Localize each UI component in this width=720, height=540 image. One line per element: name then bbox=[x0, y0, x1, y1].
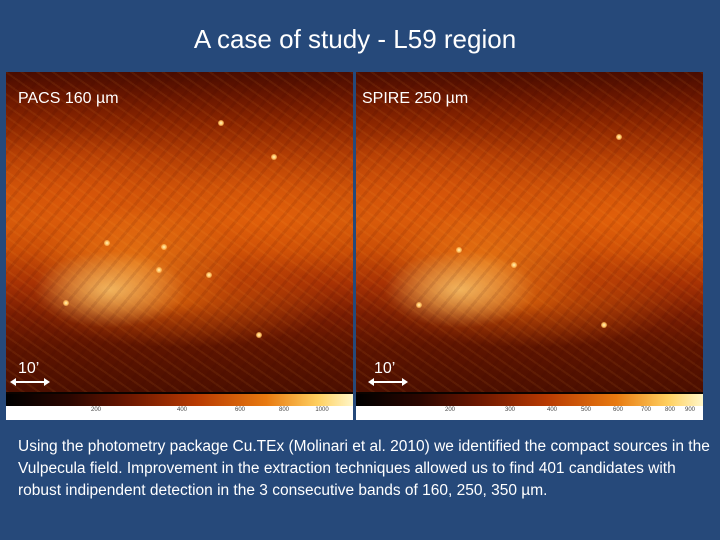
colorbar-tick: 200 bbox=[90, 407, 102, 413]
scale-bar-label: 10’ bbox=[18, 360, 40, 377]
compact-source bbox=[63, 300, 69, 306]
compact-source bbox=[156, 267, 162, 273]
colorbar-tick: 700 bbox=[640, 407, 652, 413]
slide-caption: Using the photometry package Cu.TEx (Mol… bbox=[18, 438, 710, 499]
colorbar-tick: 400 bbox=[176, 407, 188, 413]
map-texture bbox=[356, 72, 703, 392]
colorbar-tick: 600 bbox=[612, 407, 624, 413]
colorbar-tick: 500 bbox=[580, 407, 592, 413]
slide-title: A case of study - L59 region bbox=[193, 24, 517, 54]
band-label: PACS 160 µm bbox=[18, 90, 119, 107]
colorbar-tick: 1000 bbox=[315, 407, 329, 413]
compact-source bbox=[256, 332, 262, 338]
scale-bar-label: 10’ bbox=[374, 360, 396, 377]
compact-source bbox=[511, 262, 517, 268]
compact-source bbox=[161, 244, 167, 250]
spire-250-image-panel: SPIRE 250 µm 10’ 200 300 400 500 600 700… bbox=[356, 72, 703, 420]
compact-source bbox=[416, 302, 422, 308]
compact-source bbox=[104, 240, 110, 246]
colorbar-tick: 300 bbox=[504, 407, 516, 413]
scale-bar-arrow bbox=[368, 378, 408, 386]
compact-source bbox=[218, 120, 224, 126]
colorbar-tick: 900 bbox=[684, 407, 696, 413]
colorbar-tick: 600 bbox=[234, 407, 246, 413]
compact-source bbox=[206, 272, 212, 278]
map-texture bbox=[6, 72, 353, 392]
colorbar-tick: 800 bbox=[664, 407, 676, 413]
colorbar bbox=[356, 394, 703, 406]
band-label: SPIRE 250 µm bbox=[362, 90, 469, 107]
pacs-160-map bbox=[6, 72, 353, 392]
compact-source bbox=[616, 134, 622, 140]
colorbar-tick: 200 bbox=[444, 407, 456, 413]
pacs-160-image-panel: PACS 160 µm 10’ 200 400 600 800 1000 bbox=[6, 72, 353, 420]
compact-source bbox=[456, 247, 462, 253]
colorbar-ticks: 200 300 400 500 600 700 800 900 bbox=[356, 406, 703, 420]
colorbar-tick: 800 bbox=[278, 407, 290, 413]
colorbar-tick: 400 bbox=[546, 407, 558, 413]
spire-250-map bbox=[356, 72, 703, 392]
scale-bar-arrow bbox=[10, 378, 50, 386]
compact-source bbox=[271, 154, 277, 160]
colorbar bbox=[6, 394, 353, 406]
compact-source bbox=[601, 322, 607, 328]
colorbar-ticks: 200 400 600 800 1000 bbox=[6, 406, 353, 420]
